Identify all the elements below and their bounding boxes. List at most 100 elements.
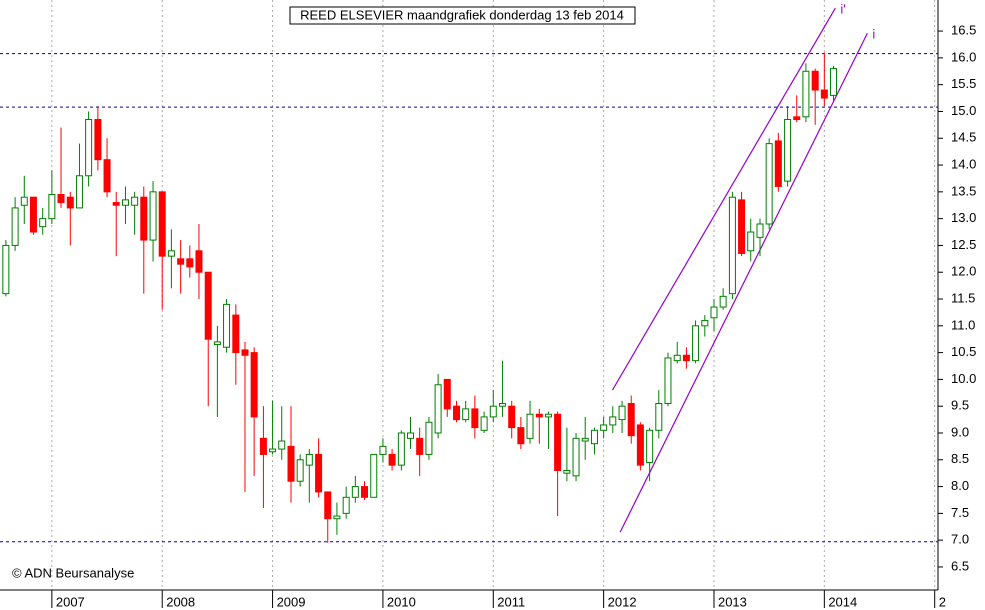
candle-body [278,440,286,450]
candle-body [167,250,175,257]
candle-body [66,196,74,209]
candle-body [85,119,93,177]
candle-body [416,437,424,455]
x-axis: 2007 2008 2009 2010 2011 2012 2013 2014 2015 [51,590,968,609]
y-tick-label: 9.0 [951,424,969,439]
candle-body [774,140,782,187]
y-tick-label: 7.0 [951,532,969,547]
y-tick-label: 15.0 [951,103,976,118]
y-tick-label: 16.5 [951,23,976,38]
candle-body [158,191,166,257]
title-box [289,6,636,25]
candle-body [719,295,727,308]
candle-body [508,405,516,429]
axes: 6.5 7.0 7.5 8.0 8.5 9.0 9.5 10.0 10.5 11.0 11.5 12.… [938,23,976,573]
candle-body [627,403,635,437]
candle-body [259,437,267,455]
y-tick-label: 14.5 [951,130,976,145]
candle-body [39,218,47,228]
candle-body [581,437,589,442]
grid [51,0,936,590]
y-tick-label: 10.5 [951,344,976,359]
candle-body [471,408,479,429]
candle-body [673,354,681,362]
candle-body [784,119,792,182]
candle-body [692,325,700,362]
candle-body [820,89,828,99]
candle-body [296,459,304,482]
candle-body [572,437,580,477]
x-tick-label: 2014 [828,594,857,609]
candle-body [29,196,37,233]
candle-body [462,408,470,421]
candle-body [526,413,534,439]
x-tick-label: 2010 [387,594,416,609]
x-tick-label: 2011 [497,594,525,609]
candle-body [75,175,83,209]
candle-body [213,341,221,346]
y-tick-label: 12.0 [951,264,976,279]
candle-body [204,271,212,340]
candle-body [195,250,203,273]
x-tick-label: 2012 [608,594,637,609]
y-tick-label: 8.5 [951,451,969,466]
y-tick-label: 10.0 [951,371,976,386]
candle-body [20,196,28,206]
candle-body [554,413,562,471]
y-tick-label: 6.5 [951,558,969,573]
candle-body [811,70,819,91]
candle-body [112,202,120,206]
candle-body [177,258,185,265]
candle-body [94,119,102,161]
candle-body [121,199,129,206]
candle-body [351,486,359,498]
y-tick-label: 13.5 [951,183,976,198]
candle-body [618,405,626,421]
trend-label: i [872,27,875,42]
candle-body [397,432,405,466]
candle-body [232,314,240,354]
candle-body [370,453,378,498]
candle-body [250,352,258,418]
trend-line [619,32,868,533]
candle-body [517,427,525,445]
candle-body [600,424,608,431]
candle-body [186,258,194,268]
candle-body [590,429,598,445]
plot-area [0,0,938,590]
candle-body [241,349,249,356]
candle-body [48,194,56,220]
candle-body [140,196,148,241]
y-tick-label: 13.0 [951,210,976,225]
candle-body [453,405,461,421]
candle-body [305,453,313,466]
candle-body [57,194,65,204]
candle-body [388,453,396,466]
candle-body [609,416,617,426]
candle-body [287,445,295,482]
y-tick-label: 7.5 [951,505,969,520]
y-tick-label: 14.0 [951,156,976,171]
candle-body [535,413,543,418]
y-tick-label: 16.0 [951,49,976,64]
candle-body [407,432,415,439]
candle-body [342,496,350,514]
y-tick-label: 11.0 [951,317,975,332]
candle-body [544,413,552,418]
candle-body [425,421,433,455]
candle-body [802,70,810,118]
y-tick-label: 11.5 [951,290,975,305]
trend-line [611,7,836,391]
candle-body [747,231,755,252]
candle-body [269,448,277,453]
candle-body [434,384,442,434]
candle-body [756,223,764,238]
candle-body [765,143,773,225]
candle-body [131,196,139,206]
candle-body [489,405,497,418]
candle-body [333,515,341,520]
x-tick-label: 2009 [277,594,306,609]
x-tick-label: 2015 [939,594,968,609]
candle-body [324,491,332,520]
